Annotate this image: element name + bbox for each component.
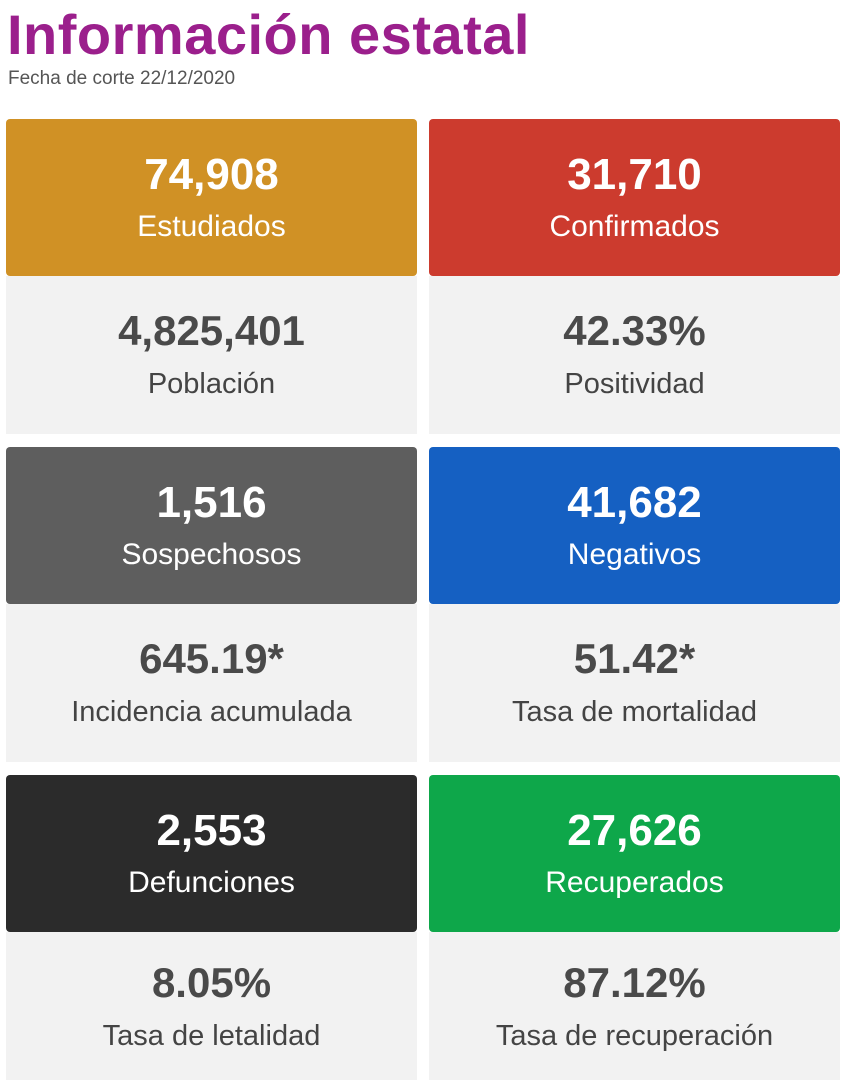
recuperados-header: 27,626 Recuperados: [429, 775, 840, 932]
recuperados-label: Recuperados: [545, 865, 724, 899]
stats-grid: 74,908 Estudiados 4,825,401 Población 31…: [6, 119, 840, 1080]
recuperacion-label: Tasa de recuperación: [495, 1019, 774, 1052]
card-confirmados: 31,710 Confirmados 42.33% Positividad: [429, 119, 840, 434]
positividad-panel: 42.33% Positividad: [429, 276, 840, 434]
letalidad-panel: 8.05% Tasa de letalidad: [6, 932, 417, 1080]
recuperados-value: 27,626: [567, 805, 702, 855]
mortalidad-panel: 51.42* Tasa de mortalidad: [429, 604, 840, 762]
positividad-value: 42.33%: [563, 307, 706, 354]
sospechosos-value: 1,516: [156, 477, 267, 527]
confirmados-header: 31,710 Confirmados: [429, 119, 840, 276]
defunciones-value: 2,553: [156, 805, 267, 855]
poblacion-panel: 4,825,401 Población: [6, 276, 417, 434]
sospechosos-header: 1,516 Sospechosos: [6, 447, 417, 604]
positividad-label: Positividad: [564, 368, 705, 400]
negativos-label: Negativos: [567, 537, 702, 571]
confirmados-label: Confirmados: [549, 209, 720, 243]
letalidad-value: 8.05%: [151, 958, 272, 1006]
confirmados-value: 31,710: [567, 149, 702, 199]
recuperacion-value: 87.12%: [563, 958, 706, 1006]
card-defunciones: 2,553 Defunciones 8.05% Tasa de letalida…: [6, 775, 417, 1080]
mortalidad-value: 51.42*: [573, 635, 696, 682]
card-negativos: 41,682 Negativos 51.42* Tasa de mortalid…: [429, 447, 840, 762]
sospechosos-label: Sospechosos: [121, 537, 302, 571]
cut-date: Fecha de corte 22/12/2020: [8, 68, 236, 89]
stats-row-3: 2,553 Defunciones 8.05% Tasa de letalida…: [6, 775, 840, 1080]
card-estudiados: 74,908 Estudiados 4,825,401 Población: [6, 119, 417, 434]
incidencia-value: 645.19*: [139, 635, 284, 682]
incidencia-panel: 645.19* Incidencia acumulada: [6, 604, 417, 762]
card-sospechosos: 1,516 Sospechosos 645.19* Incidencia acu…: [6, 447, 417, 762]
card-recuperados: 27,626 Recuperados 87.12% Tasa de recupe…: [429, 775, 840, 1080]
letalidad-label: Tasa de letalidad: [102, 1019, 321, 1052]
stats-row-2: 1,516 Sospechosos 645.19* Incidencia acu…: [6, 447, 840, 762]
stats-row-1: 74,908 Estudiados 4,825,401 Población 31…: [6, 119, 840, 434]
estudiados-header: 74,908 Estudiados: [6, 119, 417, 276]
defunciones-header: 2,553 Defunciones: [6, 775, 417, 932]
incidencia-label: Incidencia acumulada: [71, 696, 352, 728]
poblacion-value: 4,825,401: [118, 307, 305, 354]
poblacion-label: Población: [147, 368, 276, 400]
estudiados-label: Estudiados: [137, 209, 286, 243]
page-title: Información estatal: [7, 3, 530, 66]
recuperacion-panel: 87.12% Tasa de recuperación: [429, 932, 840, 1080]
estudiados-value: 74,908: [144, 149, 279, 199]
negativos-value: 41,682: [567, 477, 702, 527]
mortalidad-label: Tasa de mortalidad: [511, 696, 758, 728]
negativos-header: 41,682 Negativos: [429, 447, 840, 604]
defunciones-label: Defunciones: [128, 865, 295, 899]
